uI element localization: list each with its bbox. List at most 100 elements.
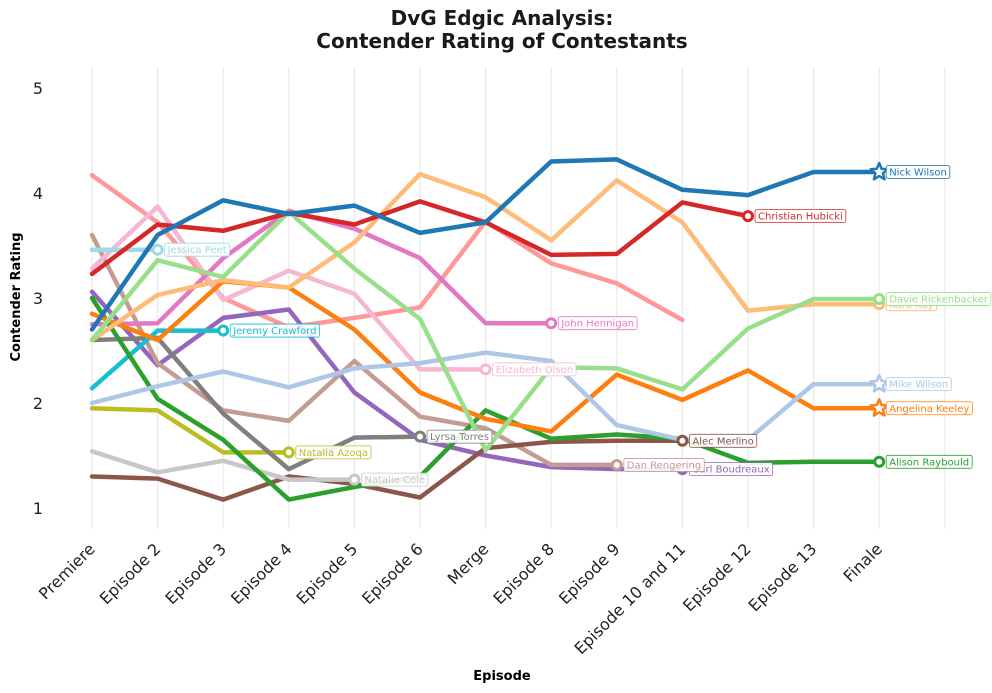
series-lines — [89, 157, 882, 502]
end-label-text: John Hennigan — [560, 319, 634, 330]
end-marker — [869, 161, 890, 181]
end-label-box — [885, 401, 973, 416]
end-marker — [873, 455, 886, 468]
x-tick-label: Episode 2 — [96, 539, 165, 608]
end-label-text: Alec Merlino — [692, 436, 753, 447]
end-label-box — [754, 209, 847, 224]
end-label-box — [885, 377, 952, 392]
x-tick-label: Episode 12 — [679, 539, 755, 615]
end-label-text: Dan Rengering — [627, 460, 701, 471]
x-tick-label: Episode 8 — [489, 539, 558, 608]
series-line — [89, 204, 488, 372]
end-label-text: Angelina Keeley — [889, 404, 969, 415]
end-label-box — [557, 316, 638, 331]
y-tick-label: 4 — [33, 184, 43, 203]
end-label-box — [885, 292, 992, 306]
end-marker — [414, 430, 426, 443]
end-marker — [282, 446, 295, 459]
x-tick-label: Episode 5 — [293, 539, 362, 608]
end-label-text: Jessica Peet — [167, 245, 227, 256]
series-line — [89, 172, 685, 330]
end-label-text: Alison Raybould — [889, 457, 969, 468]
end-label-text: Christian Hubicki — [758, 212, 843, 223]
end-marker — [610, 458, 623, 471]
end-marker — [545, 317, 558, 330]
series-line — [89, 438, 685, 502]
x-tick-label: Finale — [840, 539, 886, 585]
end-label: Elizabeth Olson — [492, 362, 577, 377]
end-marker — [217, 324, 230, 337]
end-marker — [676, 434, 689, 447]
x-tick-label: Episode 13 — [745, 539, 821, 615]
x-tick-label: Merge — [444, 539, 493, 588]
end-label-text: Lyrsa Torres — [430, 432, 489, 443]
end-label: Mike Wilson — [885, 377, 952, 392]
x-tick-label: Episode 10 and 11 — [570, 539, 689, 658]
x-tick-label: Episode 9 — [555, 539, 624, 608]
series-line — [89, 157, 882, 332]
end-label-box — [623, 458, 705, 472]
end-label: Christian Hubicki — [754, 209, 847, 224]
end-marker — [348, 473, 361, 486]
end-label: Davie Rickenbacker — [885, 292, 992, 306]
end-label: Nick Wilson — [885, 165, 951, 179]
y-tick-label: 1 — [33, 499, 43, 518]
end-label-box — [360, 472, 429, 487]
end-label: Angelina Keeley — [885, 401, 973, 416]
end-label-box — [885, 165, 951, 179]
end-label: Dan Rengering — [623, 458, 705, 472]
series-line — [89, 328, 226, 391]
end-label-text: Elizabeth Olson — [496, 365, 574, 376]
y-tick-label: 2 — [33, 394, 43, 413]
x-axis-label: Episode — [473, 669, 531, 684]
series-line — [89, 289, 685, 472]
series-line — [89, 232, 620, 468]
end-label: Alison Raybould — [885, 454, 973, 469]
end-marker — [742, 210, 754, 223]
end-marker — [479, 363, 492, 376]
end-label: Natalia Azoqa — [295, 445, 372, 460]
end-label-box — [426, 429, 493, 444]
series-line — [89, 171, 882, 343]
x-tick-label: Premiere — [35, 539, 99, 603]
series-line — [89, 199, 751, 277]
end-label-text: Natalia Azoqa — [299, 448, 368, 459]
end-label-box — [229, 323, 320, 338]
end-label-text: Nick Wilson — [889, 168, 947, 179]
end-label-text: Jeremy Crawford — [232, 326, 316, 337]
y-axis-label: Contender Rating — [9, 232, 24, 361]
end-label: Jessica Peet — [164, 242, 231, 257]
end-label-text: Davie Rickenbacker — [889, 295, 989, 306]
end-label: John Hennigan — [557, 316, 638, 331]
end-label-box — [885, 454, 973, 469]
end-label-text: Natalie Cole — [364, 475, 425, 486]
end-label-box — [689, 433, 758, 448]
end-marker — [151, 243, 164, 256]
x-tick-label: Episode 4 — [227, 539, 296, 608]
end-label: Lyrsa Torres — [426, 429, 493, 444]
end-marker — [873, 293, 886, 306]
series-line — [89, 209, 882, 453]
series-line — [89, 406, 292, 455]
x-tick-label: Episode 3 — [161, 539, 230, 608]
y-tick-label: 5 — [33, 79, 43, 98]
end-label: Alec Merlino — [689, 433, 758, 448]
end-label-box — [295, 445, 372, 460]
chart-subtitle: Contender Rating of Contestants — [316, 29, 687, 53]
end-label-box — [164, 242, 231, 257]
end-label-box — [492, 362, 577, 377]
series-line — [89, 449, 357, 482]
y-tick-label: 3 — [33, 289, 43, 308]
end-label: Jeremy Crawford — [229, 323, 320, 338]
chart-title: DvG Edgic Analysis: — [391, 6, 614, 30]
y-axis-ticks: 1 2 3 4 5 — [33, 79, 43, 518]
end-marker — [869, 398, 890, 417]
end-label-text: Carl Boudreaux — [692, 465, 769, 476]
x-tick-label: Episode 6 — [358, 539, 427, 608]
end-marker — [869, 373, 890, 393]
series-end-markers — [151, 161, 890, 486]
end-label-text: Mike Wilson — [889, 380, 948, 391]
